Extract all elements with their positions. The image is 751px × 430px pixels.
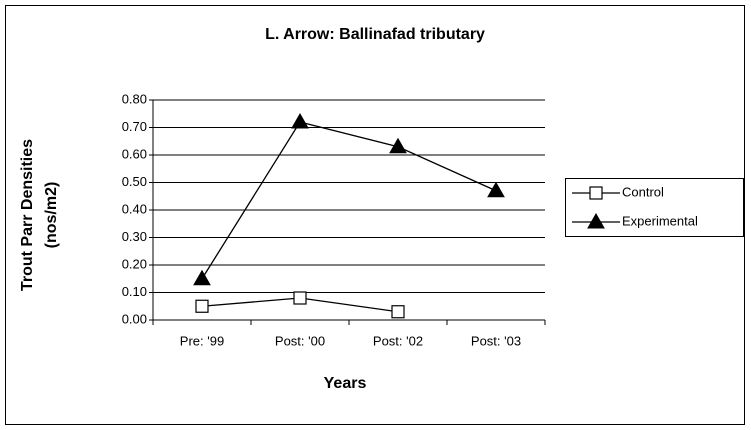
legend-label: Control [622,184,664,199]
series-line [201,121,497,280]
x-axis-label: Years [324,375,367,392]
y-tick-label: 0.40 [122,201,147,216]
marker [391,305,405,319]
y-tick-label: 0.80 [122,91,147,106]
chart-title: L. Arrow: Ballinafad tributary [265,26,485,43]
y-tick-label: 0.30 [122,229,147,244]
marker [389,137,407,154]
y-axis-label: (nos/m2) [43,182,60,249]
legend-marker [587,212,605,229]
y-tick-label: 0.60 [122,146,147,161]
y-tick-label: 0.10 [122,284,147,299]
y-tick-label: 0.50 [122,174,147,189]
marker [193,269,211,286]
marker [291,112,309,129]
legend-marker [589,186,603,200]
marker [195,299,209,313]
marker [487,181,505,198]
x-tick-label: Post: '03 [471,333,521,348]
y-tick-label: 0.00 [122,311,147,326]
x-tick-label: Post: '02 [373,333,423,348]
x-tick-label: Pre: '99 [180,333,224,348]
legend-label: Experimental [622,213,698,228]
x-tick-label: Post: '00 [275,333,325,348]
y-tick-label: 0.20 [122,256,147,271]
y-tick-label: 0.70 [122,119,147,134]
marker [293,291,307,305]
y-axis-label: Trout Parr Densities [19,139,36,291]
